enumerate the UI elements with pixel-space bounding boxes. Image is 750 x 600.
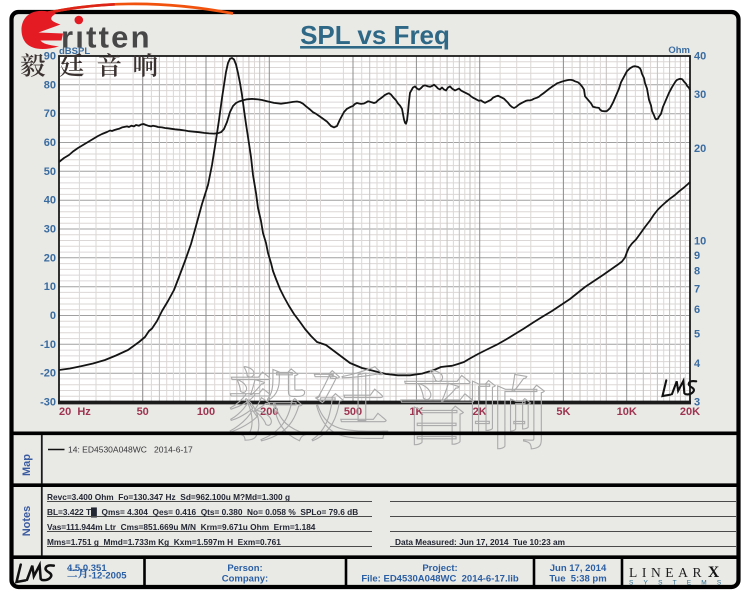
svg-text:10K: 10K bbox=[617, 406, 637, 418]
svg-text:50: 50 bbox=[44, 166, 56, 178]
svg-text:6: 6 bbox=[694, 304, 700, 316]
svg-text:200: 200 bbox=[260, 406, 278, 418]
svg-text:Data Measured: Jun 17, 2014 T: Data Measured: Jun 17, 2014 Tue 10:23 am bbox=[395, 537, 565, 547]
svg-text:Vas=111.944m Ltr Cms=851.669u: Vas=111.944m Ltr Cms=851.669u M/N Krm=9.… bbox=[47, 522, 316, 532]
svg-text:7: 7 bbox=[694, 283, 700, 295]
svg-text:Tue 5:38 pm: Tue 5:38 pm bbox=[549, 574, 606, 585]
svg-text:Ohm: Ohm bbox=[668, 45, 690, 56]
svg-text:20K: 20K bbox=[680, 406, 700, 418]
svg-text:9: 9 bbox=[694, 250, 700, 262]
svg-text:-10: -10 bbox=[40, 339, 56, 351]
svg-text:14: ED4530A048WC 2014-6-17: 14: ED4530A048WC 2014-6-17 bbox=[68, 445, 193, 455]
svg-text:2K: 2K bbox=[473, 406, 487, 418]
svg-text:20: 20 bbox=[44, 252, 56, 264]
svg-text:40: 40 bbox=[694, 51, 706, 63]
svg-text:BL=3.422 T█ Qms= 4.304 Qes=: BL=3.422 T█ Qms= 4.304 Qes= 0.416 Qts= 0… bbox=[47, 507, 358, 518]
svg-text:80: 80 bbox=[44, 79, 56, 91]
svg-text:30: 30 bbox=[694, 89, 706, 101]
svg-text:Person:: Person: bbox=[227, 563, 262, 574]
svg-text:0: 0 bbox=[50, 310, 56, 322]
svg-text:Jun 17, 2014: Jun 17, 2014 bbox=[550, 563, 607, 574]
svg-text:20: 20 bbox=[694, 143, 706, 155]
svg-text:Mms=1.751 g Mmd=1.733m Kg Kx: Mms=1.751 g Mmd=1.733m Kg Kxm=1.597m H E… bbox=[47, 537, 281, 547]
svg-text:rıtten: rıtten bbox=[61, 20, 152, 55]
svg-text:-12-2005: -12-2005 bbox=[89, 571, 128, 582]
svg-text:10: 10 bbox=[694, 236, 706, 248]
svg-text:5: 5 bbox=[694, 328, 700, 340]
svg-text:4.5.0.351: 4.5.0.351 bbox=[67, 563, 107, 574]
svg-text:-20: -20 bbox=[40, 368, 56, 380]
svg-text:50: 50 bbox=[137, 406, 149, 418]
svg-text:70: 70 bbox=[44, 108, 56, 120]
svg-text:100: 100 bbox=[197, 406, 215, 418]
svg-text:SYSTEMS: SYSTEMS bbox=[629, 580, 731, 587]
svg-text:LINEAR: LINEAR bbox=[629, 565, 706, 580]
svg-text:dBSPL: dBSPL bbox=[59, 46, 90, 57]
svg-text:Notes: Notes bbox=[21, 506, 33, 537]
svg-text:5K: 5K bbox=[556, 406, 570, 418]
svg-text:10: 10 bbox=[44, 281, 56, 293]
svg-text:X: X bbox=[708, 564, 720, 581]
svg-text:Revc=3.400 Ohm Fo=130.347 Hz: Revc=3.400 Ohm Fo=130.347 Hz Sd=962.100u… bbox=[47, 492, 290, 502]
svg-text:Map: Map bbox=[21, 454, 33, 476]
svg-text:40: 40 bbox=[44, 195, 56, 207]
svg-text:4: 4 bbox=[694, 358, 701, 370]
svg-text:20 Hz: 20 Hz bbox=[59, 406, 91, 418]
svg-text:90: 90 bbox=[44, 51, 56, 63]
svg-text:60: 60 bbox=[44, 137, 56, 149]
svg-text:30: 30 bbox=[44, 224, 56, 236]
svg-text:500: 500 bbox=[344, 406, 362, 418]
svg-text:File: ED4530A048WC 2014-6-17.: File: ED4530A048WC 2014-6-17.lib bbox=[361, 574, 519, 585]
svg-text:8: 8 bbox=[694, 266, 700, 278]
svg-text:Project:: Project: bbox=[422, 563, 457, 574]
svg-text:3: 3 bbox=[694, 397, 700, 409]
svg-text:SPL vs Freq: SPL vs Freq bbox=[300, 20, 450, 50]
svg-text:-30: -30 bbox=[40, 397, 56, 409]
svg-text:Company:: Company: bbox=[222, 574, 268, 585]
